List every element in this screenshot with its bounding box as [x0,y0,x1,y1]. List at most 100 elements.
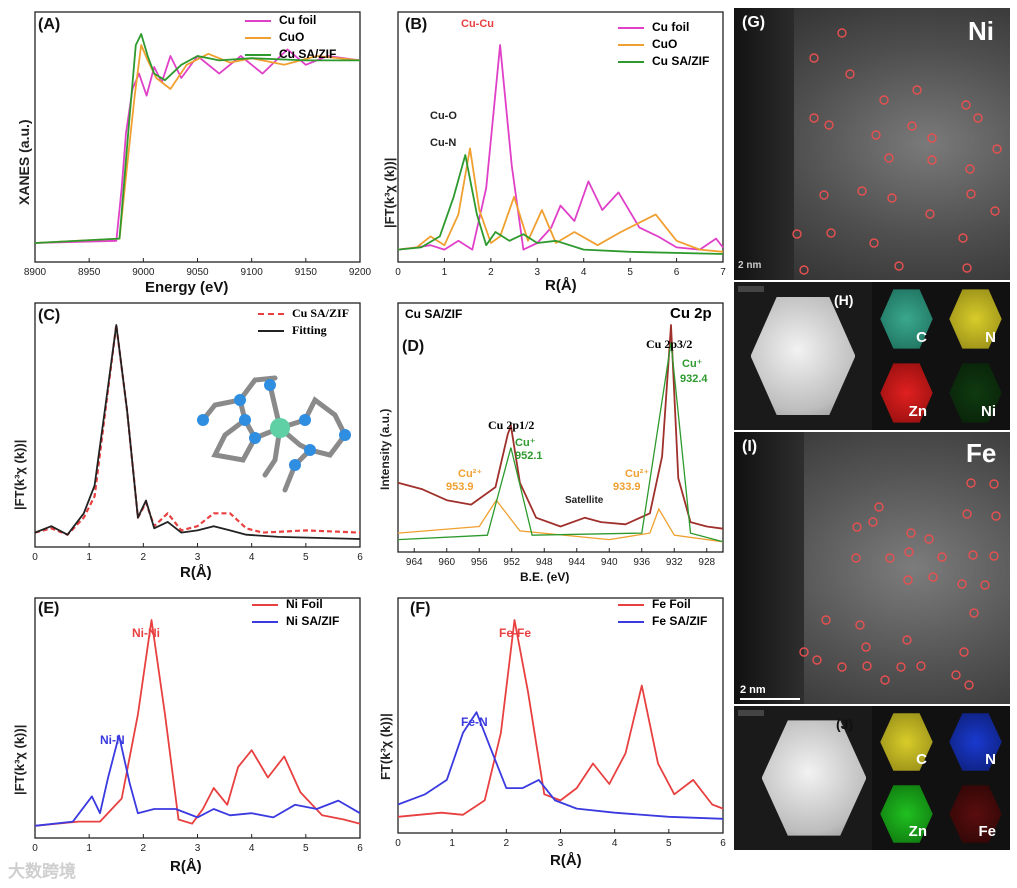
micro-i-element: Fe [966,438,997,468]
ann-cu1-b-val: 932.4 [680,373,708,385]
single-atom-marker [885,553,895,563]
ann-cu1-a-val: 952.1 [515,450,543,462]
micro-i-edge [734,432,804,704]
single-atom-marker [927,155,937,165]
x-tick-label: 3 [535,267,541,278]
single-atom-marker [961,100,971,110]
x-tick-label: 6 [357,552,363,563]
x-tick-label: 4 [612,838,618,849]
eds-j-fe-label: Fe [978,823,996,840]
single-atom-marker [959,647,969,657]
panel-d: 964 960 956 952 948 944 940 936 932 928 (D) Cu SA… [370,295,730,595]
series-line-cu-sa-zif [397,154,724,255]
micro-g-label: (G) [742,14,766,31]
x-tick-label: 9050 [186,267,209,278]
panel-e-xlabel: R(Å) [170,858,202,875]
ann-cu2-b-val: 933.9 [613,481,641,493]
panel-e-ylabel: |FT(k³χ (k))| [12,724,27,795]
panel-d-ylabel: Intensity (a.u.) [378,408,392,490]
legend-b-cusa: Cu SA/ZIF [652,54,710,68]
single-atom-marker [871,130,881,140]
single-atom-marker [857,186,867,196]
panel-c-xlabel: R(Å) [180,564,212,581]
eds-h-zn-label: Zn [908,403,927,420]
eds-h-c: C [872,282,941,356]
eds-j-n-label: N [985,751,996,768]
x-tick-label: 5 [303,552,309,563]
single-atom-marker [962,509,972,519]
single-atom-marker [868,517,878,527]
single-atom-marker [884,153,894,163]
single-atom-marker [912,85,922,95]
legend-f-fefoil: Fe Foil [652,597,691,611]
single-atom-marker [894,261,904,271]
single-atom-marker [964,680,974,690]
single-atom-marker [861,642,871,652]
single-atom-marker [896,662,906,672]
single-atom-marker [903,575,913,585]
micro-g-dots [792,28,1002,275]
legend-f-fesa: Fe SA/ZIF [652,614,708,628]
x-tick-label: 4 [249,552,255,563]
series-line-cu-foil [34,48,361,244]
legend-a-cuo: CuO [279,30,305,44]
legend-c: Cu SA/ZIF Fitting [258,305,349,339]
single-atom-marker [966,478,976,488]
watermark: 大数跨境 [8,862,76,881]
single-atom-marker [957,579,967,589]
plot-frame [397,302,724,553]
x-tick-label: 964 [406,557,423,568]
single-atom-marker [958,233,968,243]
x-tick-label: 1 [442,267,448,278]
eds-j-n: N [941,706,1010,778]
ann-cu-o: Cu-O [430,110,457,122]
panel-f: 0 1 2 3 4 5 6 (F) FT(k³χ (k))| R(Å) Fe-Fe Fe-N… [370,590,730,888]
x-tick-label: 0 [395,267,401,278]
fit-component-line [397,342,724,543]
x-tick-label: 6 [674,267,680,278]
legend-c-cusa: Cu SA/ZIF [292,306,350,320]
eds-h-haadf [734,282,872,430]
ann-cu1-a: Cu⁺ [515,437,536,449]
micro-g-element: Ni [968,16,994,46]
eds-h: (H) C N Zn Ni [734,282,1010,430]
single-atom-marker [837,28,847,38]
x-tick-label: 0 [32,552,38,563]
single-atom-marker [924,534,934,544]
ann-satellite: Satellite [565,495,604,506]
single-atom-marker [799,647,809,657]
legend-a-cusa: Cu SA/ZIF [279,47,337,61]
series-line-fitting [34,324,361,540]
series-line-fe-sa-zif [397,711,724,820]
series-line-cuo [34,44,361,244]
single-atom-marker [824,120,834,130]
x-tick-label: 2 [504,838,510,849]
series-line-cu-sa-zif [34,33,360,244]
panel-b-label: (B) [405,16,428,33]
panel-a: 8900 8950 9000 9050 9100 9150 9200 (A) XANES (… [0,0,372,300]
x-tick-label: 8950 [78,267,101,278]
fit-component-line [397,499,724,543]
x-tick-label: 9200 [349,267,372,278]
ann-cu-cu: Cu-Cu [461,18,494,30]
legend-a-cufoil: Cu foil [279,13,317,27]
x-tick-label: 5 [627,267,633,278]
chart-a-svg: 8900 8950 9000 9050 9100 9150 9200 [24,11,372,278]
single-atom-marker [927,133,937,143]
single-atom-marker [862,661,872,671]
x-tick-label: 944 [568,557,585,568]
chart-b-svg: 0 1 2 3 4 5 6 7 [395,11,726,278]
single-atom-marker [962,263,972,273]
eds-j-c-label: C [916,751,927,768]
micrograph-i: (I) Fe 2 nm [734,432,1010,704]
x-tick-label: 960 [438,557,455,568]
chart-e-svg: 0 1 2 3 4 5 6 [32,597,363,854]
x-tick-label: 4 [581,267,587,278]
micro-g-edge [734,8,794,280]
panel-a-label: (A) [38,16,61,33]
ann-cu2-a-val: 953.9 [446,481,474,493]
x-tick-label: 940 [601,557,618,568]
x-tick-label: 932 [666,557,683,568]
panel-c: 0 1 2 3 4 5 6 (C) |FT(k³χ (k))| R(Å) Cu SA/ZIF… [0,295,370,595]
eds-j: (J) C N Zn Fe [734,706,1010,850]
